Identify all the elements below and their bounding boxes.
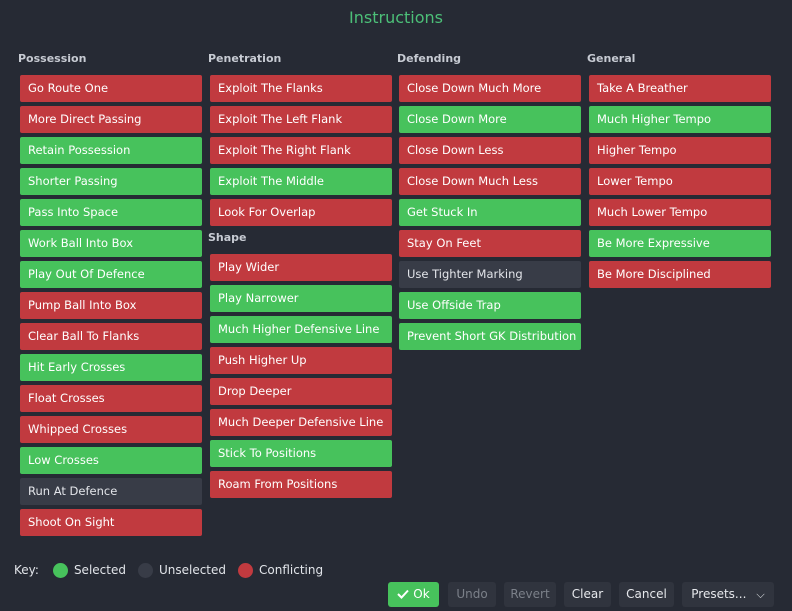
presets-button[interactable]: Presets... ⌵ [682, 582, 774, 607]
instruction-hit-early-crosses[interactable]: Hit Early Crosses [20, 354, 202, 381]
legend: Key: Selected Unselected Conflicting [14, 561, 335, 579]
selected-dot-icon [52, 562, 68, 578]
instruction-be-more-expressive[interactable]: Be More Expressive [589, 230, 771, 257]
general-heading: General [587, 52, 636, 65]
revert-button[interactable]: Revert [504, 582, 556, 607]
legend-conflicting-label: Conflicting [259, 563, 324, 577]
instruction-float-crosses[interactable]: Float Crosses [20, 385, 202, 412]
instruction-much-higher-tempo[interactable]: Much Higher Tempo [589, 106, 771, 133]
instruction-roam-from-positions[interactable]: Roam From Positions [210, 471, 392, 498]
legend-unselected-label: Unselected [158, 563, 227, 577]
instruction-close-down-more[interactable]: Close Down More [399, 106, 581, 133]
instruction-much-deeper-defensive-line[interactable]: Much Deeper Defensive Line [210, 409, 392, 436]
instruction-lower-tempo[interactable]: Lower Tempo [589, 168, 771, 195]
chevron-down-icon: ⌵ [756, 588, 765, 601]
defending-heading: Defending [397, 52, 462, 65]
instruction-exploit-the-left-flank[interactable]: Exploit The Left Flank [210, 106, 392, 133]
instruction-more-direct-passing[interactable]: More Direct Passing [20, 106, 202, 133]
instruction-exploit-the-flanks[interactable]: Exploit The Flanks [210, 75, 392, 102]
instruction-go-route-one[interactable]: Go Route One [20, 75, 202, 102]
legend-label: Key: [14, 563, 39, 577]
instruction-get-stuck-in[interactable]: Get Stuck In [399, 199, 581, 226]
legend-unselected: Unselected [137, 562, 227, 578]
clear-button[interactable]: Clear [564, 582, 611, 607]
ok-button[interactable]: Ok [388, 582, 439, 607]
instruction-higher-tempo[interactable]: Higher Tempo [589, 137, 771, 164]
legend-selected: Selected [52, 562, 126, 578]
instruction-take-a-breather[interactable]: Take A Breather [589, 75, 771, 102]
page-title: Instructions [349, 8, 443, 27]
instruction-drop-deeper[interactable]: Drop Deeper [210, 378, 392, 405]
conflicting-dot-icon [238, 562, 254, 578]
instruction-much-higher-defensive-line[interactable]: Much Higher Defensive Line [210, 316, 392, 343]
instruction-close-down-much-more[interactable]: Close Down Much More [399, 75, 581, 102]
instruction-retain-possession[interactable]: Retain Possession [20, 137, 202, 164]
instruction-exploit-the-middle[interactable]: Exploit The Middle [210, 168, 392, 195]
instruction-work-ball-into-box[interactable]: Work Ball Into Box [20, 230, 202, 257]
instruction-play-out-of-defence[interactable]: Play Out Of Defence [20, 261, 202, 288]
penetration-heading: Penetration [208, 52, 282, 65]
instruction-be-more-disciplined[interactable]: Be More Disciplined [589, 261, 771, 288]
general-column: General Take A Breather Much Higher Tempo… [587, 52, 771, 292]
legend-conflicting: Conflicting [238, 562, 324, 578]
instruction-play-narrower[interactable]: Play Narrower [210, 285, 392, 312]
instruction-shorter-passing[interactable]: Shorter Passing [20, 168, 202, 195]
instruction-stick-to-positions[interactable]: Stick To Positions [210, 440, 392, 467]
possession-column: Possession Go Route One More Direct Passi… [18, 52, 202, 540]
instruction-use-offside-trap[interactable]: Use Offside Trap [399, 292, 581, 319]
instruction-low-crosses[interactable]: Low Crosses [20, 447, 202, 474]
unselected-dot-icon [137, 562, 153, 578]
presets-label: Presets... [691, 587, 747, 601]
undo-button[interactable]: Undo [448, 582, 496, 607]
checkmark-icon [397, 589, 410, 599]
instruction-clear-ball-to-flanks[interactable]: Clear Ball To Flanks [20, 323, 202, 350]
instruction-whipped-crosses[interactable]: Whipped Crosses [20, 416, 202, 443]
penetration-column: Penetration Exploit The Flanks Exploit Th… [208, 52, 392, 502]
instruction-pump-ball-into-box[interactable]: Pump Ball Into Box [20, 292, 202, 319]
instruction-much-lower-tempo[interactable]: Much Lower Tempo [589, 199, 771, 226]
legend-selected-label: Selected [73, 563, 126, 577]
instruction-look-for-overlap[interactable]: Look For Overlap [210, 199, 392, 226]
instruction-prevent-short-gk-distribution[interactable]: Prevent Short GK Distribution [399, 323, 581, 350]
instruction-exploit-the-right-flank[interactable]: Exploit The Right Flank [210, 137, 392, 164]
instruction-close-down-less[interactable]: Close Down Less [399, 137, 581, 164]
possession-heading: Possession [18, 52, 87, 65]
instruction-push-higher-up[interactable]: Push Higher Up [210, 347, 392, 374]
defending-column: Defending Close Down Much More Close Down… [397, 52, 581, 354]
instruction-shoot-on-sight[interactable]: Shoot On Sight [20, 509, 202, 536]
instruction-pass-into-space[interactable]: Pass Into Space [20, 199, 202, 226]
instruction-close-down-much-less[interactable]: Close Down Much Less [399, 168, 581, 195]
instruction-use-tighter-marking[interactable]: Use Tighter Marking [399, 261, 581, 288]
ok-label: Ok [413, 587, 430, 601]
instruction-stay-on-feet[interactable]: Stay On Feet [399, 230, 581, 257]
shape-heading: Shape [208, 231, 247, 244]
instruction-play-wider[interactable]: Play Wider [210, 254, 392, 281]
cancel-button[interactable]: Cancel [619, 582, 674, 607]
instruction-run-at-defence[interactable]: Run At Defence [20, 478, 202, 505]
